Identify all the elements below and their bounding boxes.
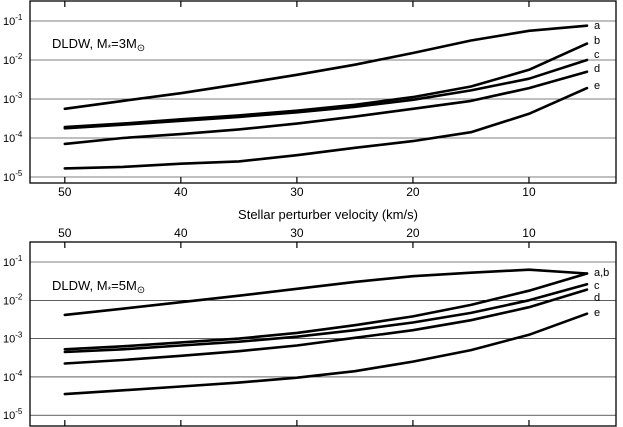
series-label-d: d bbox=[594, 63, 600, 75]
y-tick-label: 10-2 bbox=[3, 52, 23, 67]
series-line-unlabeled bbox=[63, 312, 589, 396]
y-tick-label: 10-3 bbox=[3, 91, 23, 106]
y-tick-label: 10-4 bbox=[3, 369, 23, 384]
series-line-e bbox=[63, 288, 589, 365]
series-label-d: d bbox=[594, 292, 600, 304]
series-label-c: c bbox=[594, 49, 600, 61]
panel-title: DLDW, M*=5M⊙ bbox=[52, 278, 145, 296]
series-label-b: b bbox=[594, 35, 600, 47]
series-label-c: c bbox=[594, 280, 600, 292]
series-line-a bbox=[63, 24, 589, 111]
series-line-c bbox=[63, 272, 589, 351]
plot-frame bbox=[29, 0, 617, 184]
x-axis-title: Stellar perturber velocity (km/s) bbox=[238, 207, 418, 222]
x-tick-label: 40 bbox=[174, 226, 188, 240]
y-tick-label: 10-4 bbox=[3, 130, 23, 145]
x-tick-label: 40 bbox=[174, 185, 188, 199]
y-tick-label: 10-5 bbox=[3, 407, 23, 422]
y-tick-label: 10-5 bbox=[3, 169, 23, 184]
x-tick-label: 30 bbox=[290, 185, 304, 199]
y-tick-label: 10-2 bbox=[3, 292, 23, 307]
series-label-e: e bbox=[594, 307, 600, 319]
series-line-d bbox=[63, 282, 589, 354]
x-tick-label: 50 bbox=[58, 226, 72, 240]
y-tick-label: 10-1 bbox=[3, 13, 23, 28]
plot-frame bbox=[29, 241, 617, 427]
y-tick-label: 10-3 bbox=[3, 331, 23, 346]
series-line-b bbox=[63, 42, 589, 129]
panel-title: DLDW, M*=3M⊙ bbox=[52, 36, 145, 54]
y-tick-label: 10-1 bbox=[3, 254, 23, 269]
x-tick-label: 10 bbox=[522, 226, 536, 240]
series-line-ab bbox=[63, 268, 589, 317]
series-line-d bbox=[63, 70, 589, 146]
series-label-e: e bbox=[594, 80, 600, 92]
x-tick-label: 30 bbox=[290, 226, 304, 240]
x-tick-label: 10 bbox=[522, 185, 536, 199]
series-line-e bbox=[63, 86, 589, 170]
x-tick-label: 20 bbox=[406, 226, 420, 240]
series-line-c bbox=[63, 58, 589, 130]
series-label-ab: a,b bbox=[594, 267, 609, 279]
x-tick-label: 50 bbox=[58, 185, 72, 199]
series-label-a: a bbox=[594, 20, 601, 32]
x-tick-label: 20 bbox=[406, 185, 420, 199]
